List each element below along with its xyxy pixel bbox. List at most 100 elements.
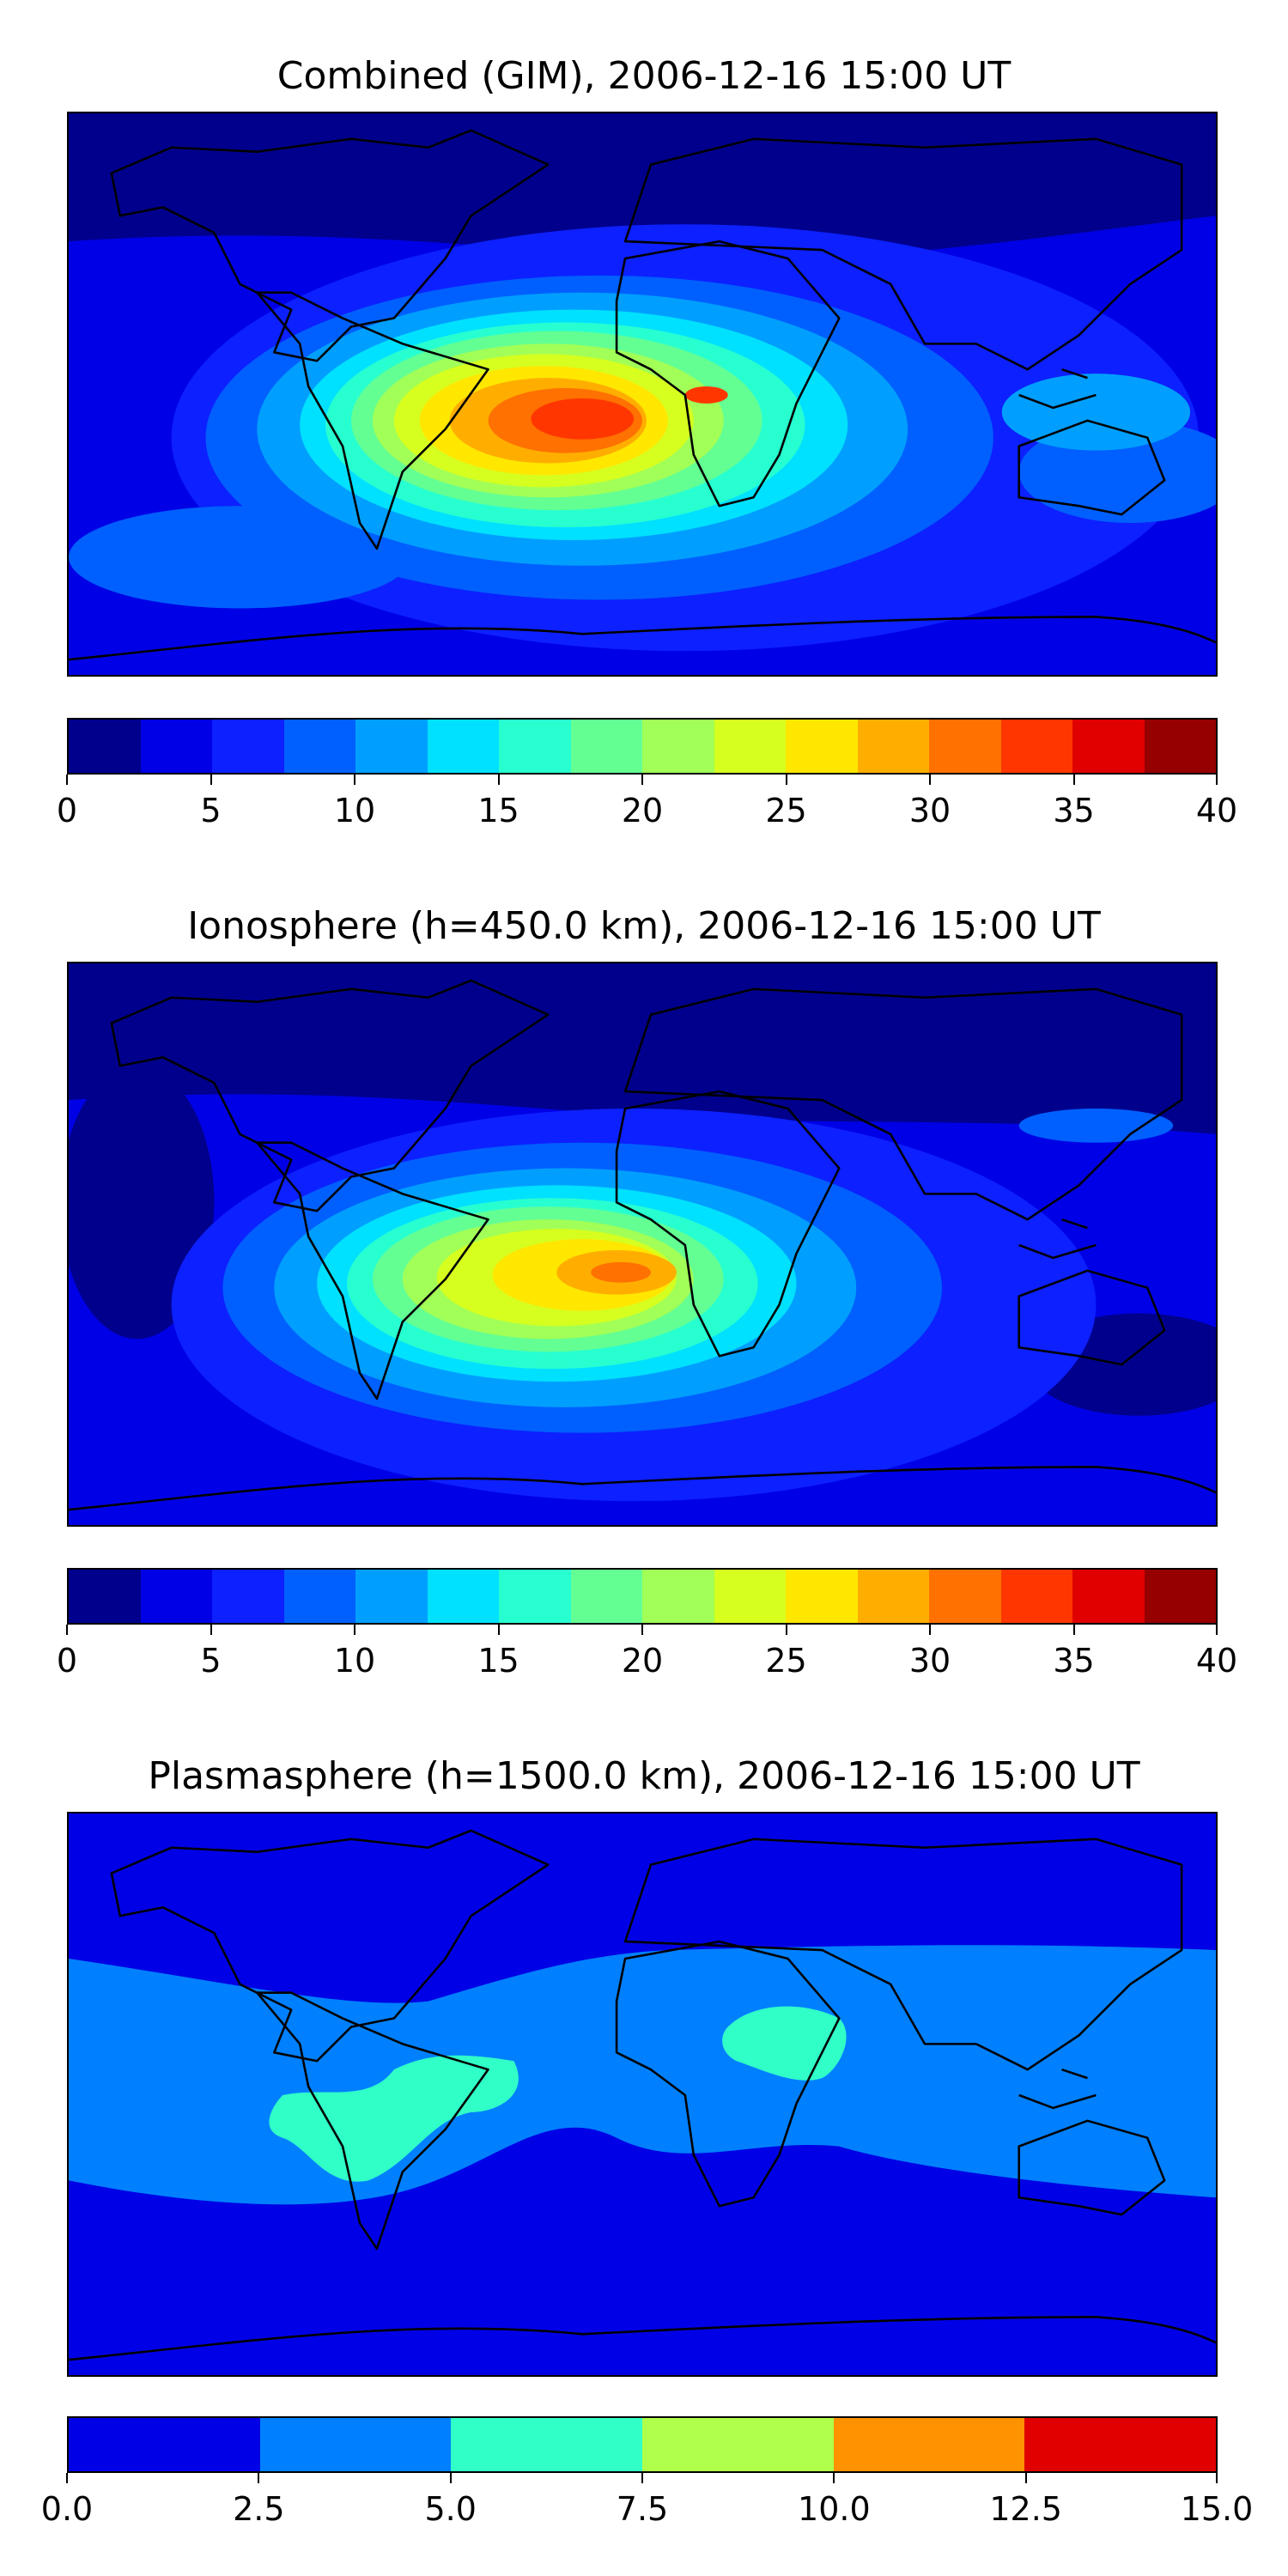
coastlines [69,1829,1216,2361]
colorbar-segment [427,720,499,773]
colorbar-segment [929,1570,1001,1623]
colorbar-segment [570,1570,642,1623]
colorbar-tick-label: 5 [200,792,222,829]
map-field-combined [69,113,1216,675]
colorbar-segment [1000,720,1072,773]
colorbar-segment [451,2418,643,2471]
colorbar-segment [1144,720,1216,773]
colorbar-tick [1216,2473,1218,2483]
colorbar-tick [354,1625,355,1635]
colorbar-segment [69,720,141,773]
map-field-ionosphere [69,963,1216,1525]
colorbar-segment [714,720,786,773]
colorbar-tick-label: 12.5 [989,2490,1062,2528]
colorbar-segment [355,720,428,773]
colorbar-tick [66,775,68,785]
colorbar-tick-label: 0 [56,792,78,829]
colorbar [67,2416,1218,2473]
colorbar-tick-label: 7.5 [616,2490,669,2528]
colorbar-tick-label: 5 [200,1642,222,1680]
colorbar-tick-label: 35 [1053,1642,1095,1680]
colorbar-segment [1144,1570,1216,1623]
colorbar-segment [69,2418,260,2471]
colorbar-segment [212,720,284,773]
colorbar-segment [833,2418,1025,2471]
colorbar-segment [499,1570,571,1623]
colorbar-segment [499,720,571,773]
colorbar-segment [786,720,858,773]
colorbar-segment [642,1570,714,1623]
colorbar-tick [497,1625,500,1635]
colorbar-tick-label: 35 [1053,792,1095,829]
map-field-plasmasphere [69,1814,1216,2375]
colorbar-ticks: 0.0 2.5 5.0 7.5 10.0 12.5 15.0 [41,2473,1253,2528]
colorbar-segment [283,1570,355,1623]
colorbar-tick-label: 40 [1195,1642,1238,1680]
map-ionosphere [67,962,1218,1527]
colorbar-tick-label: 10 [333,1642,376,1680]
colorbar-ticks: 0 5 10 15 20 25 30 35 40 [57,775,1237,829]
map-combined [67,112,1218,677]
colorbar-tick-label: 30 [908,1642,951,1680]
colorbar-segment [714,1570,786,1623]
colorbar-tick-label: 5.0 [424,2490,477,2528]
colorbar [67,718,1218,775]
colorbar-tick [1216,1625,1218,1635]
colorbar-tick [1216,775,1218,785]
colorbar-tick-label: 10.0 [798,2490,871,2528]
colorbar-tick [1072,775,1075,785]
colorbar-tick [258,2473,260,2483]
colorbar-segment [857,1570,929,1623]
colorbar-tick [210,1625,212,1635]
colorbar-tick [1072,1625,1075,1635]
colorbar-segment [69,1570,141,1623]
colorbar-tick [66,1625,68,1635]
colorbar-tick-label: 0.0 [40,2490,94,2528]
colorbar-segment [642,2418,834,2471]
colorbar-tick-label: 0 [56,1642,78,1680]
colorbar-segment [1072,720,1145,773]
colorbar-segment [1000,1570,1072,1623]
colorbar-segment [259,2418,452,2471]
colorbar-tick-label: 15 [477,792,519,829]
coastlines [69,129,1216,661]
colorbar [67,1568,1218,1625]
colorbar-tick-label: 15.0 [1180,2490,1254,2528]
colorbar-segment [1024,2418,1217,2471]
colorbar-tick-label: 20 [621,1642,664,1680]
colorbar-ticks: 0 5 10 15 20 25 30 35 40 [57,1625,1237,1680]
colorbar-segment [1072,1570,1145,1623]
colorbar-tick [929,1625,931,1635]
colorbar-tick [641,1625,643,1635]
colorbar-segment [355,1570,428,1623]
colorbar-tick-label: 2.5 [233,2490,285,2528]
colorbar-segment [786,1570,858,1623]
colorbar-tick-label: 25 [765,1642,807,1680]
map-title: Ionosphere (h=450.0 km), 2006-12-16 15:0… [187,904,1101,948]
colorbar-segment [283,720,355,773]
colorbar-tick [833,2473,835,2483]
colorbar-tick [785,1625,787,1635]
colorbar-segment [140,720,212,773]
colorbar-segment [212,1570,284,1623]
colorbar-tick-label: 40 [1195,792,1238,829]
colorbar-tick [641,2473,643,2483]
colorbar-tick [1024,2473,1027,2483]
colorbar-segment [427,1570,499,1623]
colorbar-tick-label: 10 [333,792,376,829]
colorbar-segment [570,720,642,773]
colorbar-tick [66,2473,68,2483]
colorbar-tick [641,775,643,785]
colorbar-tick-label: 25 [765,792,807,829]
colorbar-tick [449,2473,452,2483]
colorbar-tick [785,775,787,785]
colorbar-segment [140,1570,212,1623]
colorbar-tick [497,775,500,785]
map-title: Combined (GIM), 2006-12-16 15:00 UT [276,54,1012,98]
coastlines [69,979,1216,1511]
map-plasmasphere [67,1812,1218,2377]
colorbar-tick-label: 30 [908,792,951,829]
colorbar-tick-label: 20 [621,792,664,829]
colorbar-segment [929,720,1001,773]
colorbar-tick [354,775,355,785]
